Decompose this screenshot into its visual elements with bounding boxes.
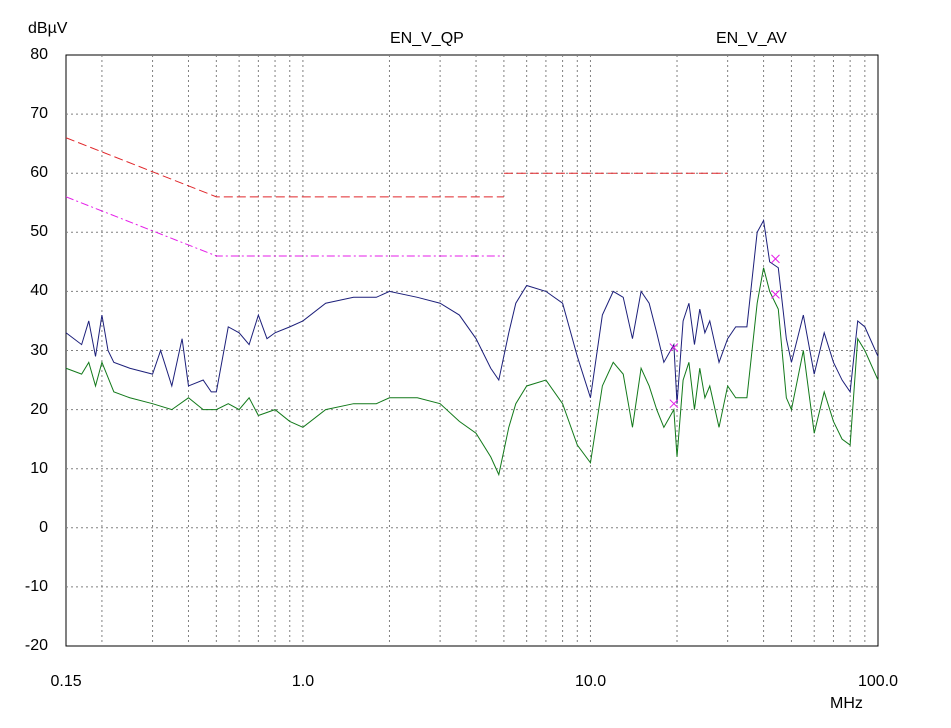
peak-trace — [65, 218, 879, 404]
y-tick-label: 50 — [30, 223, 48, 241]
y-tick-label: -10 — [24, 577, 48, 595]
y-tick-label: 80 — [30, 46, 48, 63]
measurement-marker — [669, 343, 679, 352]
y-tick-label: 30 — [30, 341, 48, 359]
y-tick-label: -20 — [24, 637, 48, 654]
y-tick-label: 0 — [39, 518, 48, 536]
qp-limit-line — [65, 137, 504, 198]
y-tick-label: 10 — [30, 459, 48, 477]
y-tick-label: 70 — [30, 105, 48, 123]
y-axis-unit: dBµV — [28, 20, 68, 37]
y-tick-label: 20 — [30, 400, 48, 418]
measurement-marker — [771, 290, 780, 299]
x-tick-label: 100.0 — [858, 673, 899, 690]
y-tick-label: 60 — [30, 164, 48, 182]
grid — [66, 55, 878, 646]
av-limit-title: EN_V_AV — [716, 30, 787, 47]
measurement-marker — [669, 399, 679, 409]
x-axis-unit: MHz — [830, 695, 863, 712]
x-tick-label: 1.0 — [291, 673, 315, 690]
limit-lines — [65, 137, 728, 257]
y-tick-label: 40 — [30, 282, 48, 300]
x-tick-label: 0.15 — [50, 673, 82, 690]
qp-limit-title: EN_V_QP — [390, 30, 464, 47]
measurement-marker — [771, 254, 780, 264]
av-limit-line — [65, 196, 504, 257]
x-tick-label: 10.0 — [574, 673, 607, 690]
markers — [669, 254, 780, 409]
data-series — [65, 218, 879, 477]
average-trace — [65, 267, 879, 477]
